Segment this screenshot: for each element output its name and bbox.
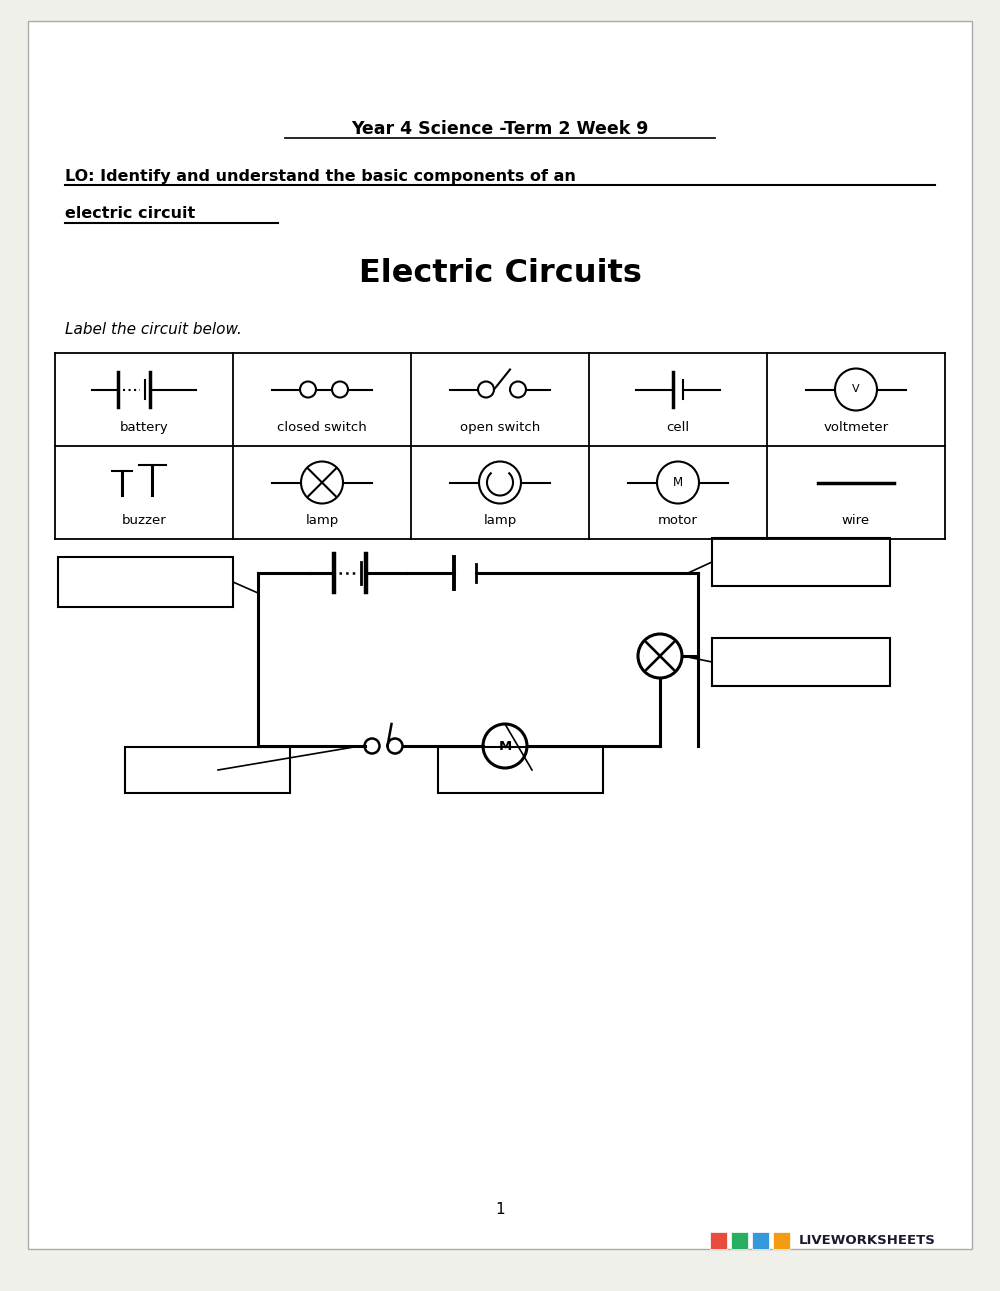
Text: Label the circuit below.: Label the circuit below.	[65, 321, 242, 337]
Bar	[712, 638, 890, 686]
Text: cell: cell	[666, 421, 690, 434]
Bar	[773, 1232, 790, 1248]
Text: LIVEWORKSHEETS: LIVEWORKSHEETS	[799, 1234, 936, 1247]
Text: M: M	[498, 740, 512, 753]
Text: open switch: open switch	[460, 421, 540, 434]
Text: electric circuit: electric circuit	[65, 205, 195, 221]
Text: 1: 1	[495, 1202, 505, 1216]
Text: Year 4 Science -Term 2 Week 9: Year 4 Science -Term 2 Week 9	[351, 120, 649, 138]
Bar	[710, 1232, 727, 1248]
Text: M: M	[673, 476, 683, 489]
Bar	[125, 747, 290, 793]
Text: closed switch: closed switch	[277, 421, 367, 434]
Text: wire: wire	[842, 514, 870, 527]
Bar	[58, 556, 233, 607]
Bar	[438, 747, 603, 793]
Text: V: V	[852, 385, 860, 395]
Text: battery: battery	[120, 421, 168, 434]
Bar	[752, 1232, 769, 1248]
Bar	[731, 1232, 748, 1248]
Bar	[712, 538, 890, 586]
Text: lamp: lamp	[305, 514, 339, 527]
Text: LO: Identify and understand the basic components of an: LO: Identify and understand the basic co…	[65, 169, 576, 183]
Text: motor: motor	[658, 514, 698, 527]
Text: Electric Circuits: Electric Circuits	[359, 257, 641, 288]
Text: buzzer: buzzer	[122, 514, 166, 527]
Text: voltmeter: voltmeter	[823, 421, 889, 434]
Text: lamp: lamp	[483, 514, 517, 527]
